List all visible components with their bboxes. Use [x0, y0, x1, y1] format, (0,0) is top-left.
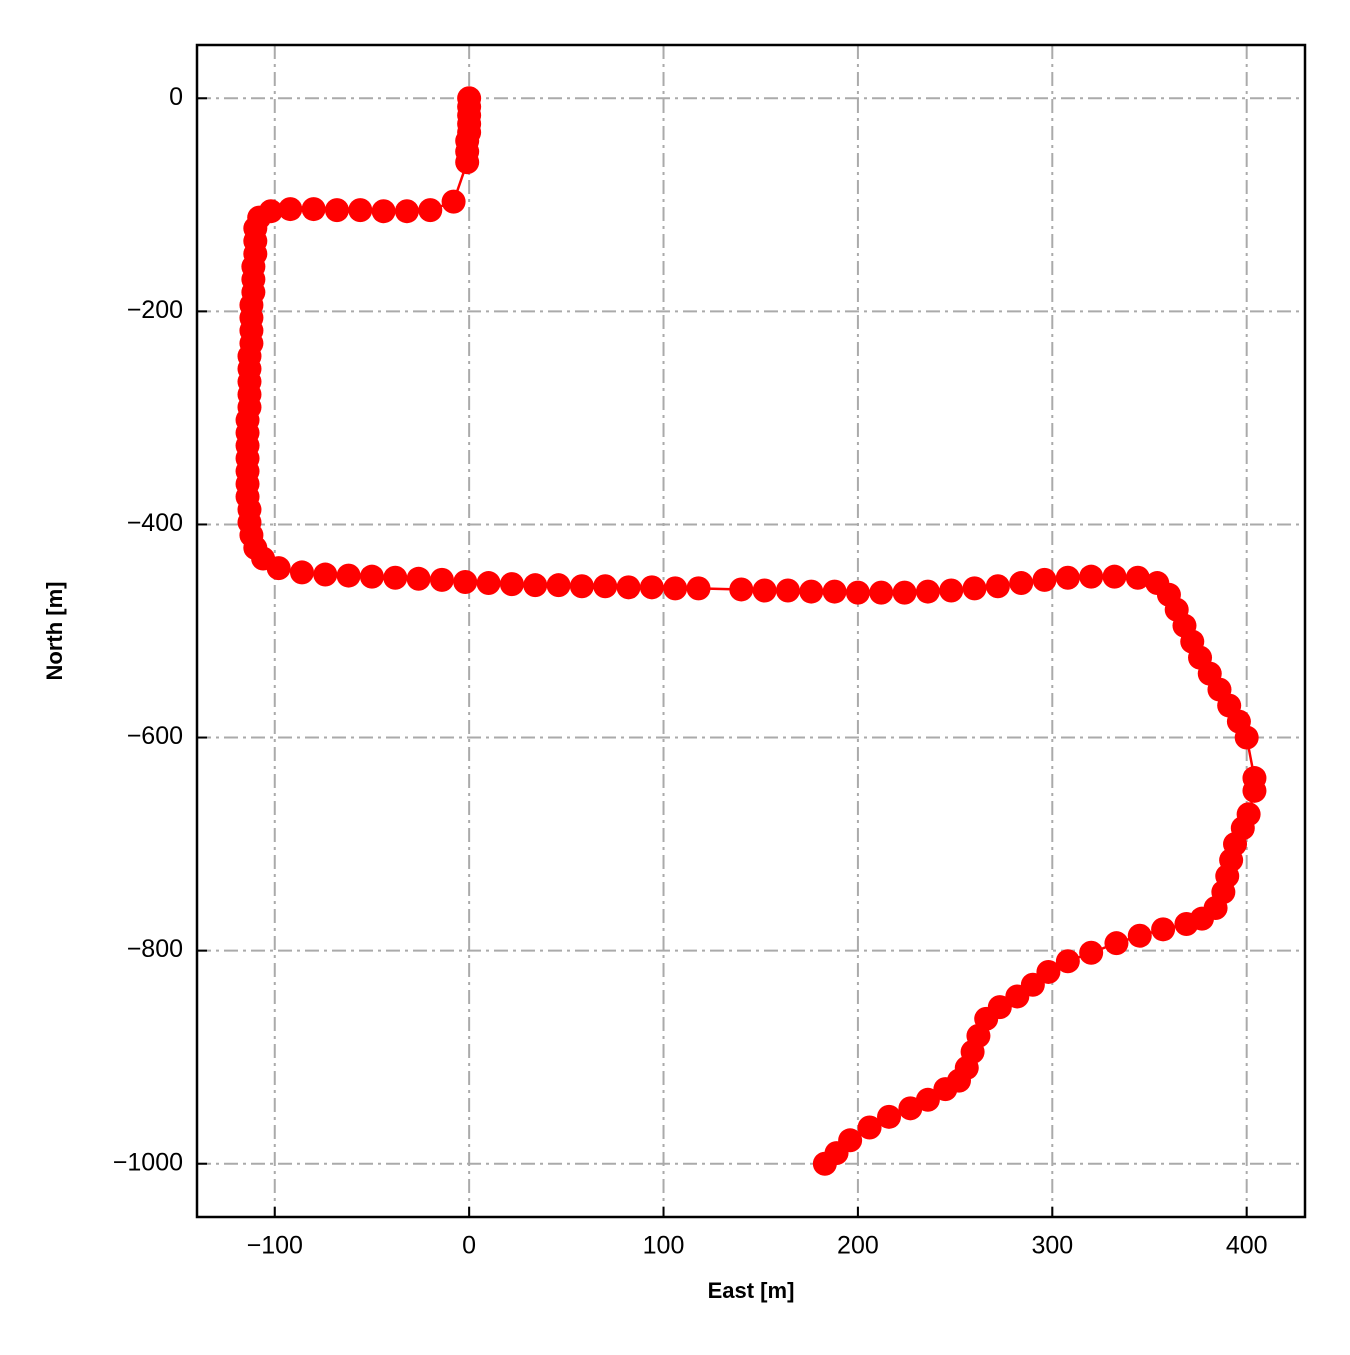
point — [869, 580, 894, 605]
point — [359, 564, 384, 589]
point — [799, 579, 824, 604]
point — [1079, 564, 1104, 589]
point — [822, 579, 847, 604]
x-tick-label: 200 — [837, 1232, 879, 1260]
point — [892, 580, 917, 605]
point — [1125, 565, 1150, 590]
point — [289, 560, 314, 585]
point — [546, 573, 571, 598]
axes-frame — [195, 43, 1307, 1219]
point — [455, 150, 480, 175]
x-tick-label: −100 — [247, 1232, 303, 1260]
point — [639, 575, 664, 600]
y-axis-label: North [m] — [42, 582, 67, 681]
point — [962, 576, 987, 601]
point — [499, 572, 524, 597]
point — [985, 574, 1010, 599]
y-tick-label: −600 — [127, 722, 183, 750]
point — [1127, 923, 1152, 948]
point — [812, 1151, 837, 1176]
x-tick-label: 100 — [643, 1232, 685, 1260]
point — [429, 567, 454, 592]
point — [1009, 571, 1034, 596]
point — [1079, 940, 1104, 965]
point — [1102, 564, 1127, 589]
point — [301, 197, 326, 222]
point — [394, 199, 419, 224]
point — [453, 569, 478, 594]
point — [939, 578, 964, 603]
y-tick-label: −200 — [127, 296, 183, 324]
point — [278, 197, 303, 222]
point — [441, 189, 466, 214]
point — [569, 574, 594, 599]
point — [1005, 984, 1030, 1009]
grid — [197, 45, 1305, 1217]
point — [686, 576, 711, 601]
point — [336, 563, 361, 588]
y-tick-label: −1000 — [113, 1148, 183, 1176]
point — [1055, 949, 1080, 974]
point — [406, 566, 431, 591]
point — [775, 578, 800, 603]
plot-area — [235, 86, 1267, 1176]
point — [877, 1104, 902, 1129]
y-tick-label: −800 — [127, 935, 183, 963]
point — [933, 1077, 958, 1102]
point — [1104, 931, 1129, 956]
point — [1242, 778, 1267, 803]
y-tick-label: −400 — [127, 509, 183, 537]
point — [616, 575, 641, 600]
point — [857, 1115, 882, 1140]
point — [313, 562, 338, 587]
x-tick-label: 0 — [462, 1232, 476, 1260]
point — [898, 1096, 923, 1121]
point — [371, 199, 396, 224]
x-tick-label: 300 — [1031, 1232, 1073, 1260]
point — [1055, 565, 1080, 590]
point — [476, 571, 501, 596]
point — [383, 565, 408, 590]
point — [1032, 567, 1057, 592]
point — [752, 578, 777, 603]
point — [1151, 917, 1176, 942]
point — [266, 556, 291, 581]
point — [1234, 725, 1259, 750]
point — [593, 574, 618, 599]
point — [845, 580, 870, 605]
point — [348, 198, 373, 223]
x-tick-label: 400 — [1226, 1232, 1268, 1260]
point — [729, 577, 754, 602]
point — [418, 198, 443, 223]
point — [324, 198, 349, 223]
point — [663, 576, 688, 601]
point — [1174, 912, 1199, 936]
point — [523, 573, 548, 598]
x-axis-label: East [m] — [708, 1278, 795, 1303]
y-tick-label: 0 — [169, 83, 183, 111]
point — [915, 579, 940, 604]
